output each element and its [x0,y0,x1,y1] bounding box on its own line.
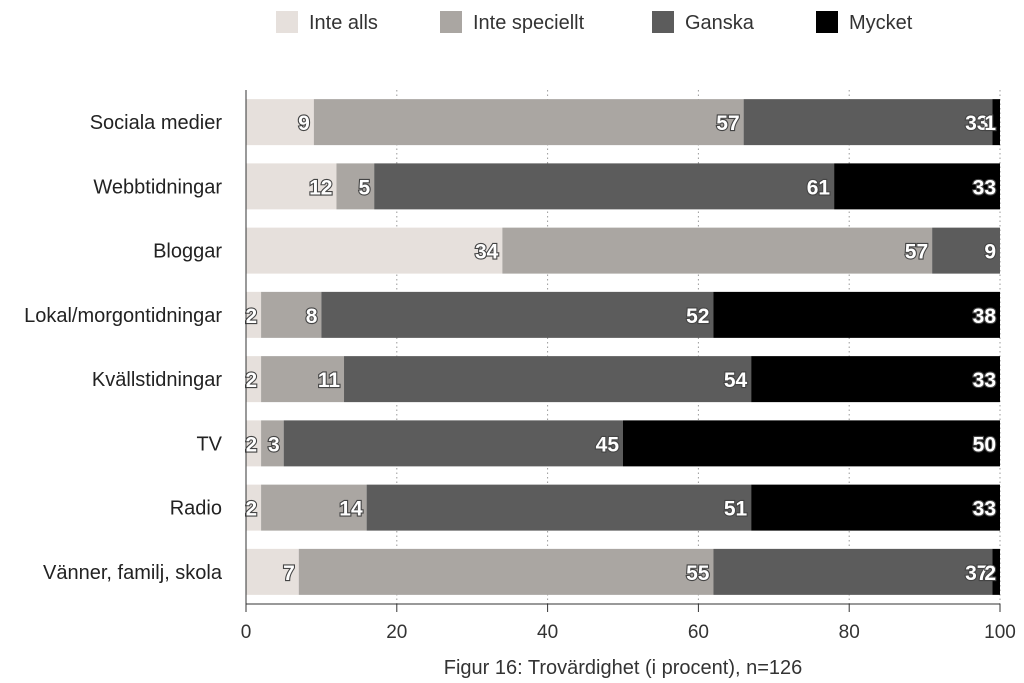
data-label-v-nner-familj-skola-inte-alls: 7 [283,562,295,585]
legend-label-ganska: Ganska [685,12,755,34]
bar-segment-kv-llstidningar-mycket [751,356,1000,403]
bar-segment-kv-llstidningar-inte-speciellt [261,356,345,403]
category-label-bloggar: Bloggar [153,241,222,263]
data-label-v-nner-familj-skola-ganska: 37 [965,562,988,585]
bar-segment-kv-llstidningar-ganska [344,356,752,403]
x-tick-label-0: 0 [241,622,252,643]
bar-segment-webbtidningar-inte-alls [246,163,337,210]
x-tick-label-80: 80 [839,622,860,643]
data-label-sociala-medier-inte-alls: 9 [298,112,310,135]
bar-segment-v-nner-familj-skola-inte-speciellt [298,548,714,595]
bar-segment-sociala-medier-inte-speciellt [313,99,744,146]
data-label-radio-inte-alls: 2 [245,498,257,521]
data-label-webbtidningar-mycket: 33 [973,176,996,199]
bar-segment-tv-inte-alls [246,420,262,467]
bar-segment-sociala-medier-mycket [992,99,1000,146]
data-label-sociala-medier-mycket: 1 [984,112,996,135]
category-label-v-nner-familj-skola: Vänner, familj, skola [43,562,223,584]
data-label-lokal-morgontidningar-inte-speciellt: 8 [306,305,318,328]
bar-segment-v-nner-familj-skola-mycket [992,548,1000,595]
bar-segment-radio-mycket [751,484,1000,531]
legend-label-inte-alls: Inte alls [309,12,378,34]
bar-segment-sociala-medier-inte-alls [246,99,314,146]
data-label-v-nner-familj-skola-inte-speciellt: 55 [686,562,710,585]
category-axis: Sociala medier Webbtidningar Bloggar Lokal/… [24,90,247,612]
data-label-tv-ganska: 45 [596,433,620,456]
bar-segment-lokal-morgontidningar-inte-speciellt [261,291,322,338]
category-label-webbtidningar: Webbtidningar [93,176,222,198]
data-label-lokal-morgontidningar-inte-alls: 2 [245,305,257,328]
category-label-radio: Radio [170,498,222,520]
x-tick-label-100: 100 [984,622,1016,643]
bar-segment-webbtidningar-mycket [834,163,1000,210]
legend-swatch-inte-alls [276,11,298,33]
data-label-radio-ganska: 51 [724,498,748,521]
bar-segment-kv-llstidningar-inte-alls [246,356,262,403]
category-label-tv: TV [196,433,222,455]
bar-segment-bloggar-ganska [932,227,1000,274]
bar-segment-radio-inte-speciellt [261,484,367,531]
x-tick-label-40: 40 [537,622,558,643]
legend-label-inte-speciellt: Inte speciellt [473,12,585,34]
bar-segment-radio-inte-alls [246,484,262,531]
bar-segment-tv-mycket [623,420,1000,467]
bar-segment-lokal-morgontidningar-ganska [321,291,714,338]
bar-segment-tv-ganska [283,420,623,467]
legend-swatch-ganska [652,11,674,33]
data-label-bloggar-inte-speciellt: 57 [905,241,928,264]
bar-segment-sociala-medier-ganska [743,99,993,146]
data-label-tv-inte-speciellt: 3 [268,433,280,456]
value-axis: 0 20 40 60 80 100 [241,603,1016,643]
data-label-radio-inte-speciellt: 14 [339,498,363,521]
bar-segment-radio-ganska [366,484,752,531]
data-label-kv-llstidningar-inte-alls: 2 [245,369,257,392]
bars [246,99,1000,595]
data-label-kv-llstidningar-ganska: 54 [724,369,748,392]
bar-segment-bloggar-inte-speciellt [502,227,933,274]
x-tick-label-60: 60 [688,622,709,643]
bar-segment-lokal-morgontidningar-mycket [713,291,1000,338]
legend-swatch-inte-speciellt [440,11,462,33]
data-label-tv-inte-alls: 2 [245,433,257,456]
data-label-lokal-morgontidningar-ganska: 52 [686,305,709,328]
data-label-kv-llstidningar-mycket: 33 [973,369,996,392]
legend-label-mycket: Mycket [849,12,913,34]
category-label-sociala-medier: Sociala medier [90,112,223,134]
data-label-sociala-medier-ganska: 33 [965,112,988,135]
data-label-sociala-medier-inte-speciellt: 57 [716,112,739,135]
bar-segment-v-nner-familj-skola-ganska [713,548,993,595]
data-label-webbtidningar-ganska: 61 [807,176,831,199]
bar-segment-lokal-morgontidningar-inte-alls [246,291,262,338]
category-label-lokal-morgontidningar: Lokal/morgontidningar [24,305,222,327]
bar-segment-bloggar-inte-alls [246,227,503,274]
data-label-radio-mycket: 33 [973,498,996,521]
legend: Inte alls Inte speciellt Ganska Mycket [276,11,913,34]
data-label-lokal-morgontidningar-mycket: 38 [973,305,997,328]
data-label-webbtidningar-inte-alls: 12 [309,176,332,199]
bar-segment-v-nner-familj-skola-inte-alls [246,548,299,595]
legend-swatch-mycket [816,11,838,33]
data-label-bloggar-ganska: 9 [984,241,996,264]
figure-caption: Figur 16: Trovärdighet (i procent), n=12… [444,657,803,679]
data-label-v-nner-familj-skola-mycket: 2 [984,562,996,585]
data-label-kv-llstidningar-inte-speciellt: 11 [318,369,341,392]
category-label-kv-llstidningar: Kvällstidningar [92,369,222,391]
bar-segment-webbtidningar-ganska [374,163,835,210]
x-tick-label-20: 20 [386,622,407,643]
bar-segment-tv-inte-speciellt [261,420,284,467]
data-label-tv-mycket: 50 [973,433,996,456]
data-label-webbtidningar-inte-speciellt: 5 [358,176,370,199]
data-label-bloggar-inte-alls: 34 [475,241,499,264]
bar-segment-webbtidningar-inte-speciellt [336,163,375,210]
